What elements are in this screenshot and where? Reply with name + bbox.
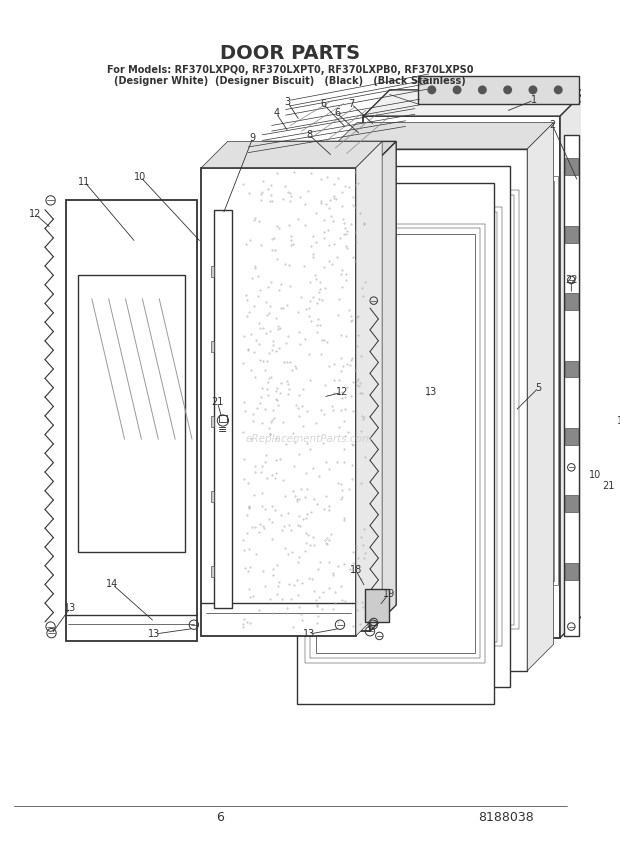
Polygon shape — [349, 200, 508, 619]
Circle shape — [554, 86, 562, 93]
Polygon shape — [602, 533, 607, 544]
Polygon shape — [379, 191, 543, 570]
Text: 6: 6 — [334, 109, 340, 118]
Text: 21: 21 — [211, 397, 223, 407]
Text: 5: 5 — [536, 383, 542, 393]
Polygon shape — [602, 336, 607, 348]
Text: 3: 3 — [285, 97, 291, 107]
Text: 14: 14 — [106, 580, 118, 590]
Polygon shape — [565, 563, 578, 580]
Polygon shape — [332, 217, 492, 636]
Polygon shape — [211, 566, 213, 577]
Polygon shape — [330, 122, 554, 149]
Text: 19: 19 — [383, 589, 395, 599]
Text: 13: 13 — [64, 603, 76, 613]
Text: 6: 6 — [216, 811, 224, 824]
Text: 13: 13 — [148, 629, 161, 639]
Text: 4: 4 — [273, 109, 280, 118]
Polygon shape — [219, 415, 227, 422]
Polygon shape — [363, 116, 560, 638]
Polygon shape — [602, 401, 607, 413]
Text: 10: 10 — [135, 172, 146, 182]
Polygon shape — [78, 276, 185, 551]
Polygon shape — [565, 158, 578, 175]
Polygon shape — [365, 589, 389, 621]
Text: 11: 11 — [78, 176, 91, 187]
Text: (Designer White)  (Designer Biscuit)   (Black)   (Black Stainless): (Designer White) (Designer Biscuit) (Bla… — [115, 76, 466, 86]
Text: DOOR PARTS: DOOR PARTS — [220, 44, 360, 62]
Text: 12: 12 — [335, 388, 348, 397]
Polygon shape — [528, 122, 554, 670]
Text: 13: 13 — [425, 388, 437, 397]
Text: 21: 21 — [603, 481, 615, 491]
Text: eReplacementParts.com: eReplacementParts.com — [246, 434, 373, 444]
Circle shape — [529, 86, 537, 93]
Text: 12: 12 — [29, 210, 42, 219]
Polygon shape — [585, 318, 602, 617]
Polygon shape — [297, 182, 494, 704]
Circle shape — [453, 86, 461, 93]
Polygon shape — [211, 341, 213, 352]
Polygon shape — [239, 168, 370, 631]
Polygon shape — [565, 293, 578, 310]
Text: 10: 10 — [588, 470, 601, 480]
Polygon shape — [560, 90, 587, 638]
Circle shape — [504, 86, 511, 93]
Polygon shape — [66, 200, 197, 640]
Polygon shape — [565, 226, 578, 242]
Text: 2: 2 — [549, 121, 556, 130]
Text: 17: 17 — [617, 415, 620, 425]
Polygon shape — [314, 166, 510, 687]
Polygon shape — [565, 360, 578, 377]
Text: 8: 8 — [306, 130, 312, 140]
Polygon shape — [255, 242, 359, 556]
Polygon shape — [418, 76, 579, 104]
Text: 6: 6 — [320, 99, 326, 109]
Polygon shape — [564, 135, 579, 636]
Circle shape — [479, 86, 486, 93]
Text: 18: 18 — [350, 565, 362, 575]
Text: 22: 22 — [565, 275, 578, 285]
Polygon shape — [211, 266, 213, 277]
Text: 1: 1 — [531, 95, 537, 105]
Text: 7: 7 — [348, 99, 355, 109]
Text: 13: 13 — [303, 629, 315, 639]
Text: For Models: RF370LXPQ0, RF370LXPT0, RF370LXPB0, RF370LXPS0: For Models: RF370LXPQ0, RF370LXPT0, RF37… — [107, 65, 474, 75]
Polygon shape — [602, 467, 607, 479]
Polygon shape — [316, 235, 475, 653]
Polygon shape — [565, 428, 578, 445]
Polygon shape — [587, 482, 595, 490]
Polygon shape — [239, 141, 396, 168]
Polygon shape — [330, 149, 528, 670]
Text: 9: 9 — [250, 133, 256, 143]
Polygon shape — [565, 496, 578, 512]
Polygon shape — [202, 141, 382, 168]
Polygon shape — [202, 168, 356, 636]
Polygon shape — [370, 141, 396, 631]
Polygon shape — [213, 210, 232, 608]
Polygon shape — [356, 141, 382, 636]
Circle shape — [428, 86, 435, 93]
Polygon shape — [363, 90, 587, 116]
Text: ≡: ≡ — [218, 425, 228, 435]
Polygon shape — [211, 490, 213, 502]
Text: 8188038: 8188038 — [478, 811, 534, 824]
Polygon shape — [211, 416, 213, 427]
